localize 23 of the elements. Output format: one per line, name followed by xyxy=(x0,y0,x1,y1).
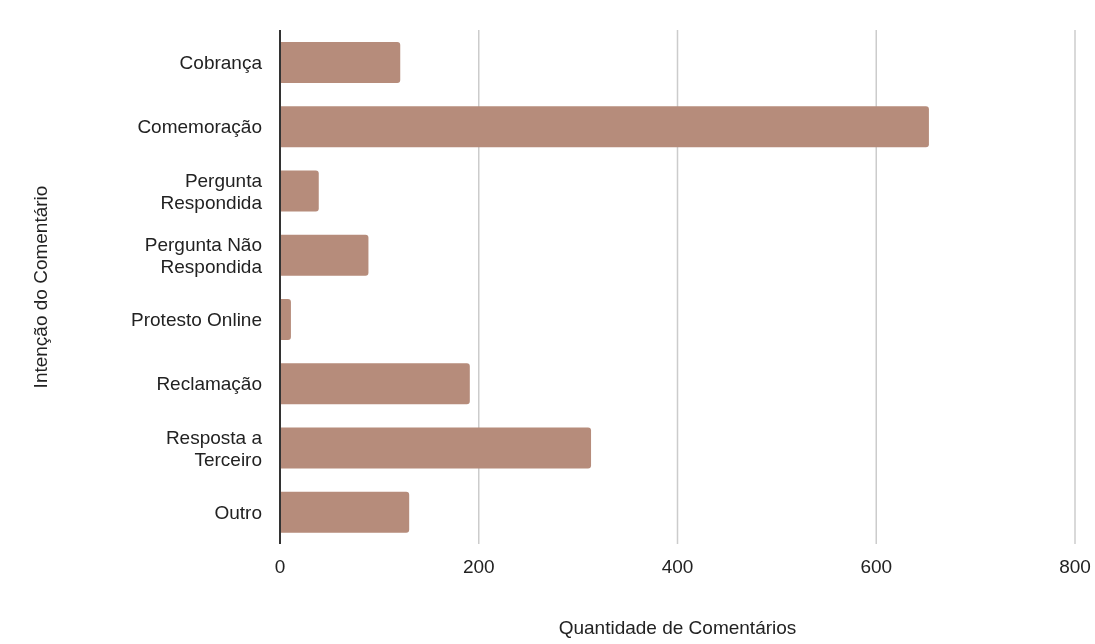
y-tick-label: Resposta a Terceiro xyxy=(165,426,263,470)
y-axis-title: Intenção do Comentário xyxy=(29,185,51,389)
x-axis-title: Quantidade de Comentários xyxy=(558,617,797,638)
y-tick-label: Cobrança xyxy=(179,51,263,73)
y-tick-label: Pergunta Respondida xyxy=(160,169,263,213)
x-tick-label: 800 xyxy=(1059,556,1091,578)
bar xyxy=(280,106,929,148)
y-tick-label: Reclamação xyxy=(156,372,262,394)
bar xyxy=(280,234,369,276)
bar xyxy=(280,299,291,340)
y-tick-label: Comemoração xyxy=(137,115,262,137)
x-tick-label: 400 xyxy=(661,556,694,578)
bar xyxy=(280,427,592,469)
x-tick-label: 0 xyxy=(274,556,286,578)
bar xyxy=(280,170,319,212)
y-tick-label: Outro xyxy=(214,501,262,523)
x-tick-label: 600 xyxy=(860,556,893,578)
bar xyxy=(280,491,410,533)
bar xyxy=(280,42,401,83)
y-tick-label: Protesto Online xyxy=(131,308,262,330)
y-tick-label: Pergunta Não Respondida xyxy=(144,233,263,277)
x-tick-label: 200 xyxy=(462,556,495,578)
bar xyxy=(280,363,470,405)
